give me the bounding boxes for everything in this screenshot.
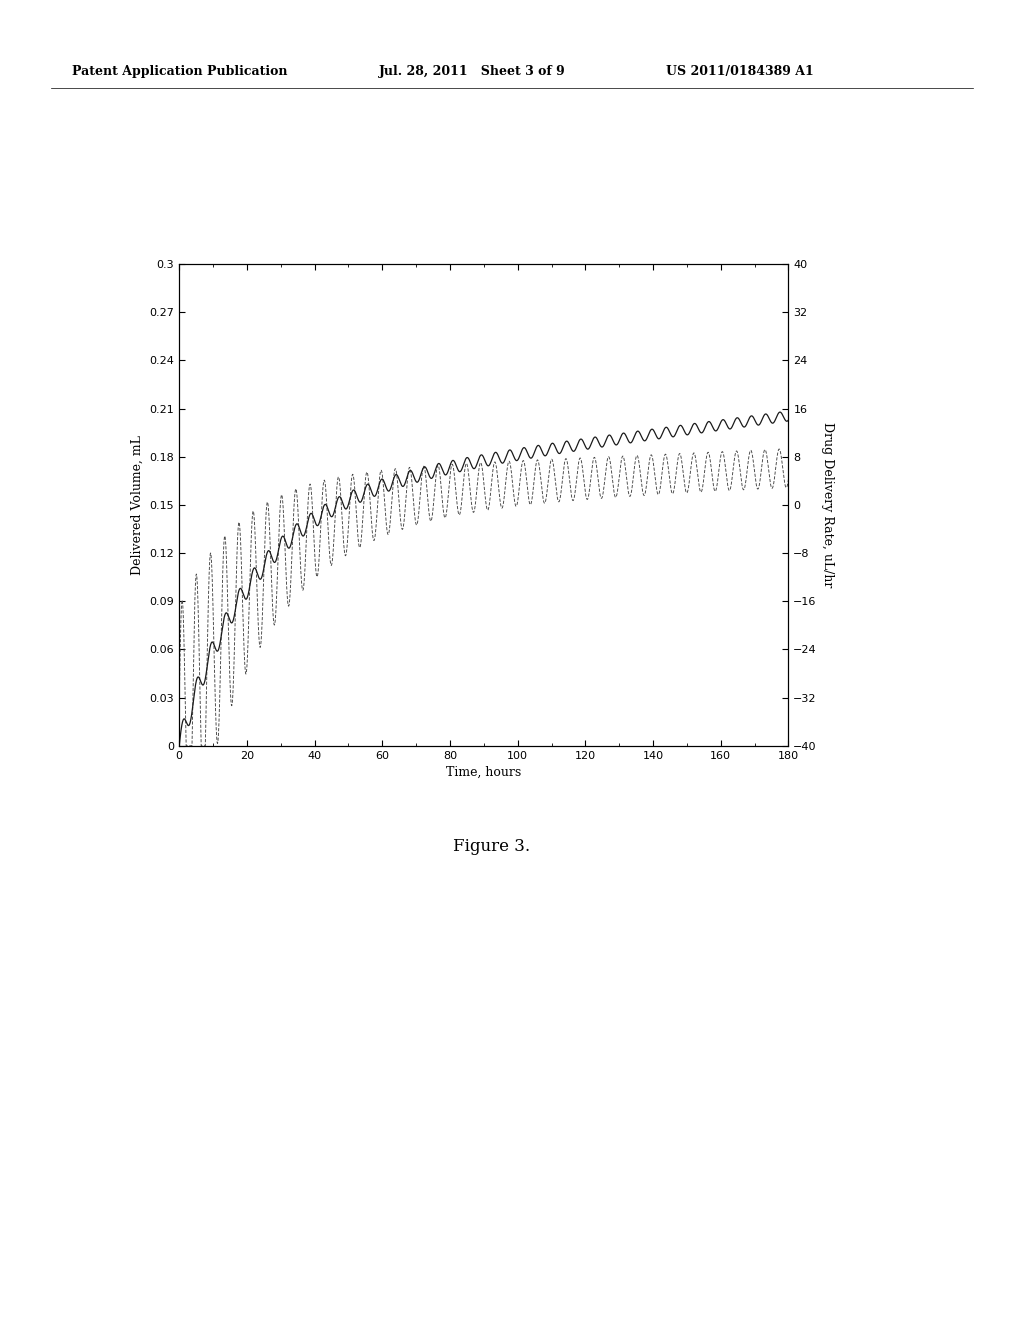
Text: Jul. 28, 2011   Sheet 3 of 9: Jul. 28, 2011 Sheet 3 of 9 xyxy=(379,65,565,78)
Text: US 2011/0184389 A1: US 2011/0184389 A1 xyxy=(666,65,813,78)
Y-axis label: Drug Delivery Rate, uL/hr: Drug Delivery Rate, uL/hr xyxy=(820,422,834,587)
Y-axis label: Delivered Volume, mL: Delivered Volume, mL xyxy=(131,436,144,574)
Text: Patent Application Publication: Patent Application Publication xyxy=(72,65,287,78)
X-axis label: Time, hours: Time, hours xyxy=(446,766,521,779)
Text: Figure 3.: Figure 3. xyxy=(453,838,530,855)
